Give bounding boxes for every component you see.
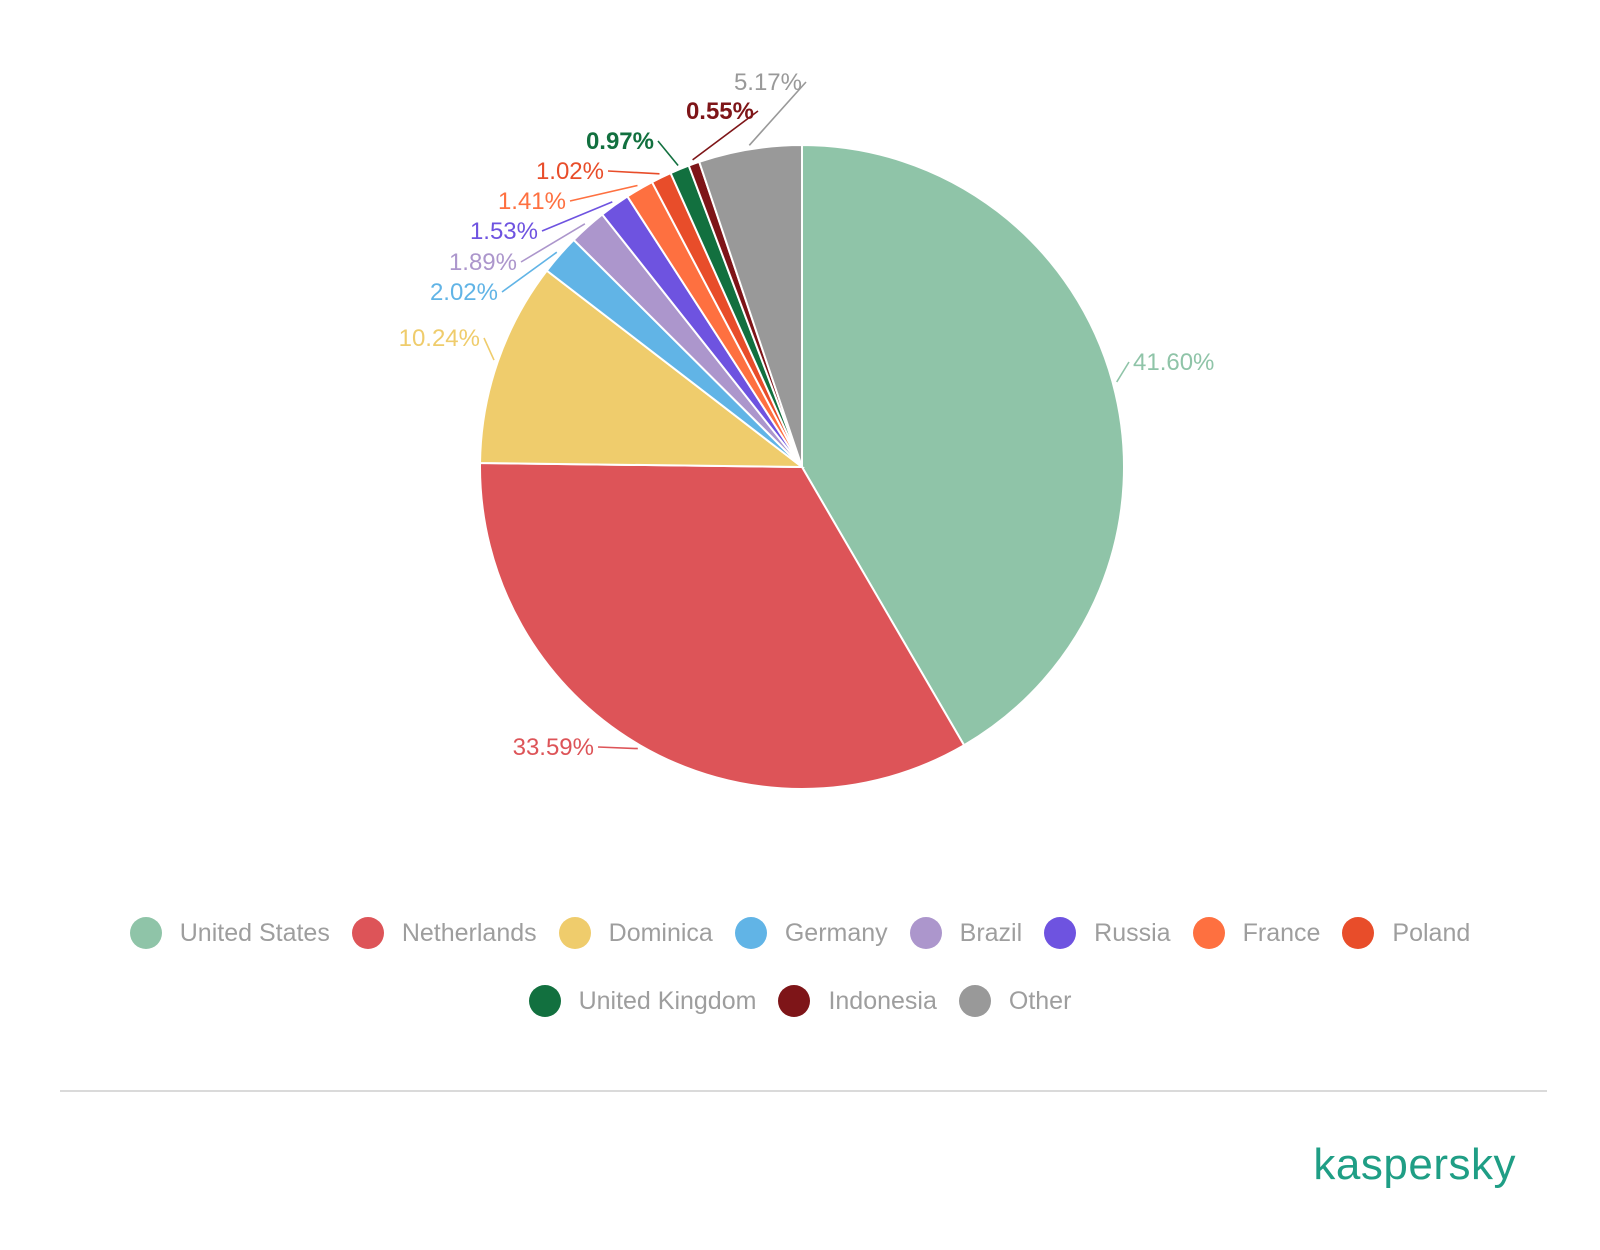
data-label: 1.53% [470,218,538,245]
legend-label: Russia [1094,918,1171,947]
legend-label: Poland [1392,918,1471,947]
legend-label: Other [1008,986,1072,1015]
leader-line [607,170,660,175]
data-label: 5.17% [734,69,802,96]
legend-label: United Kingdom [578,986,757,1015]
leader-line [483,337,495,361]
pie-slice-netherlands [479,461,966,790]
legend-swatch [909,917,942,949]
legend-label: Brazil [959,918,1023,947]
pie-slice-other [697,143,803,468]
data-label: 41.60% [1133,349,1214,376]
leader-line [748,81,807,146]
legend-label: Indonesia [828,986,937,1015]
data-label: 0.55% [686,98,754,125]
data-label: 1.89% [449,249,517,276]
legend-swatch [958,985,991,1017]
legend-item: Indonesia [778,985,937,1017]
data-label: 0.97% [586,128,654,155]
leader-line [569,184,638,202]
legend-label: Netherlands [401,918,537,947]
pie-slice-dominica [479,269,805,469]
legend-swatch [351,917,384,949]
legend-swatch [1342,917,1375,949]
data-label: 33.59% [513,734,594,761]
legend-item: France [1192,917,1321,949]
legend-swatch [129,917,162,949]
legend-label: France [1242,918,1321,947]
kaspersky-logo: kaspersky [1313,1140,1516,1189]
legend-swatch [558,917,591,949]
legend-item: Russia [1044,917,1171,949]
legend-swatch [1192,917,1225,949]
legend-row: United States Netherlands Dominica Germany B… [0,917,1600,949]
leader-line [501,251,558,293]
leader-line [1116,361,1130,383]
data-label: 1.02% [536,158,604,185]
legend-swatch [528,985,561,1017]
legend-item: Poland [1342,917,1470,949]
leader-line [657,140,679,167]
legend-swatch [734,917,767,949]
legend-item: Other [958,985,1072,1017]
legend-swatch [1044,917,1077,949]
leader-line [520,223,586,263]
legend-label: Dominica [608,918,713,947]
legend-swatch [778,985,811,1017]
legend-item: Germany [734,917,888,949]
divider [60,1090,1547,1092]
legend-item: Netherlands [351,917,537,949]
legend-item: United States [129,917,330,949]
legend-row: United Kingdom Indonesia Other [0,985,1600,1017]
legend-item: United Kingdom [528,985,757,1017]
data-label: 1.41% [498,188,566,215]
pie-slice-united-states [801,143,1125,747]
legend-item: Brazil [909,917,1023,949]
legend-label: Germany [784,918,888,947]
legend-label: United States [179,918,330,947]
leader-line [541,201,613,232]
leader-line [692,110,759,161]
legend-item: Dominica [558,917,713,949]
leader-line [597,746,638,750]
data-label: 10.24% [399,325,480,352]
data-label: 2.02% [430,279,498,306]
